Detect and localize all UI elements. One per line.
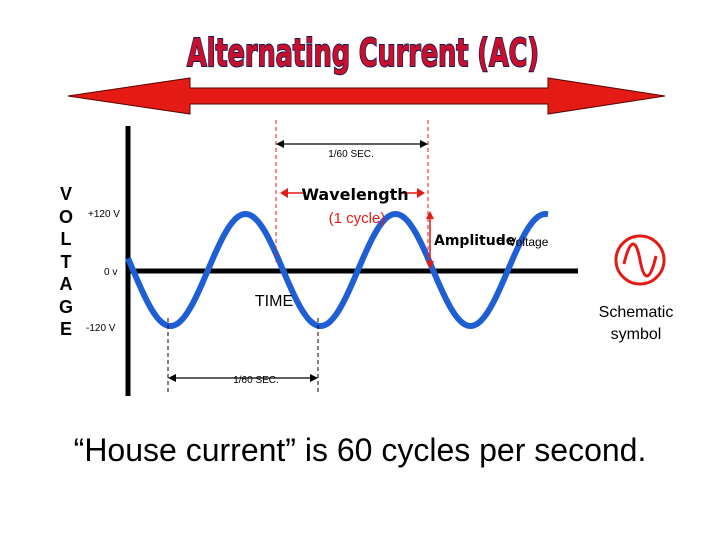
- period-top-label: 1/60 SEC.: [328, 149, 374, 160]
- arrowhead-icon: [417, 188, 425, 198]
- sine-wave: [125, 210, 549, 330]
- voltage-letter: A: [59, 274, 73, 294]
- voltage-letter: T: [60, 251, 72, 272]
- ac-source-symbol-icon: [614, 234, 666, 286]
- plus-voltage-label: +120 V: [88, 209, 120, 220]
- double-arrow-icon: [67, 77, 666, 115]
- arrowhead-icon: [420, 140, 428, 148]
- wavelength-label: Wavelength: [301, 185, 408, 204]
- voltage-letter: E: [59, 319, 72, 339]
- schematic-label-line1: Schematic: [599, 304, 674, 321]
- voltage-letter: O: [58, 206, 73, 227]
- voltage-equals-label: = Voltage: [498, 235, 549, 249]
- arrowhead-icon: [426, 211, 434, 219]
- schematic-label-line2: symbol: [611, 326, 662, 343]
- period-bottom-label: 1/60 SEC.: [233, 375, 279, 386]
- zero-voltage-label: 0 v: [104, 267, 117, 278]
- cycle-label: (1 cycle): [329, 210, 386, 227]
- amplitude-label: Amplitude: [434, 233, 515, 249]
- caption-text: “House current” is 60 cycles per second.: [73, 432, 647, 468]
- arrowhead-icon: [276, 140, 284, 148]
- time-label: TIME: [255, 293, 293, 310]
- voltage-axis-label: V O L T A G E: [58, 183, 74, 341]
- minus-voltage-label: -120 V: [86, 323, 116, 334]
- arrowhead-icon: [310, 374, 318, 382]
- arrowhead-icon: [168, 374, 176, 382]
- arrowhead-icon: [426, 261, 434, 269]
- voltage-letter: G: [58, 296, 73, 317]
- page-title: Alternating Current (AC): [187, 31, 539, 75]
- voltage-letter: V: [59, 184, 72, 204]
- arrowhead-icon: [280, 188, 288, 198]
- voltage-letter: L: [60, 229, 72, 249]
